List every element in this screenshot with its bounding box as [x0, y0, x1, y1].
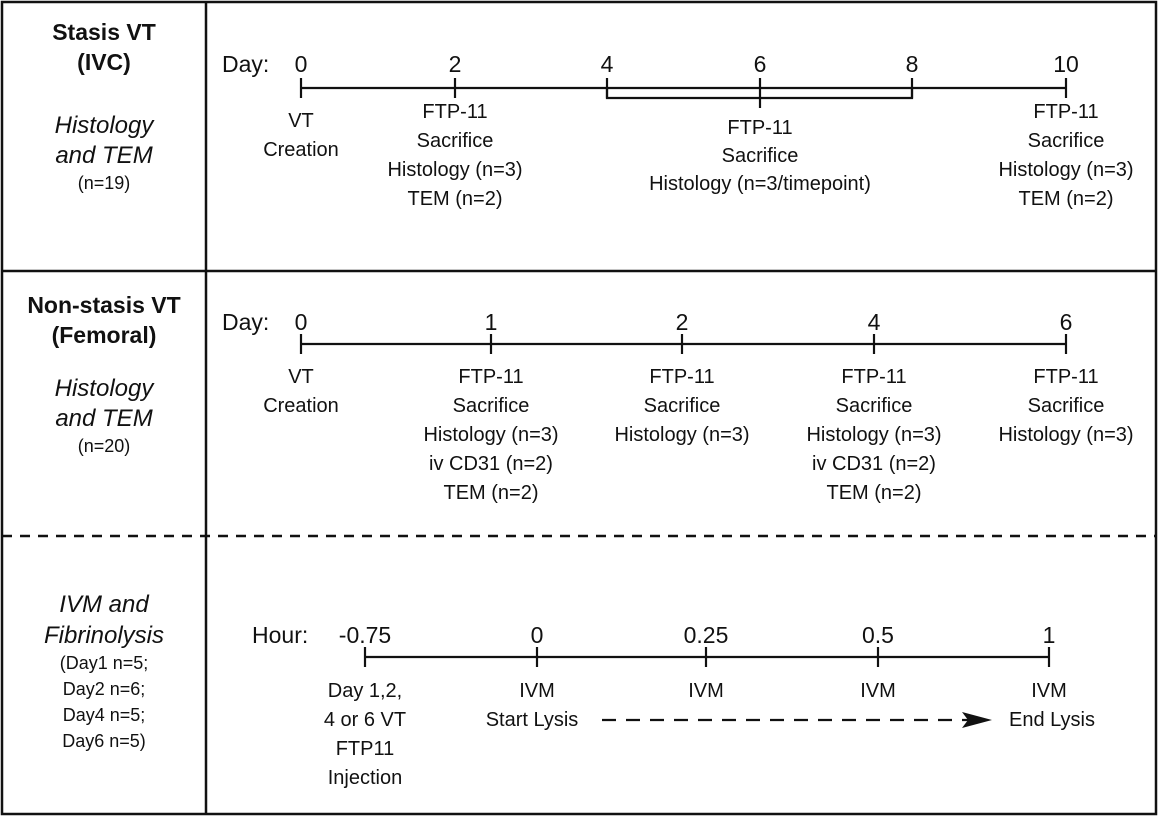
nonstasis-timeline: Day: 0 1 2 4 6 VT Creation FTP-11 Sacrif… — [222, 309, 1134, 504]
ivm-n-line-4: Day6 n=5) — [62, 731, 146, 751]
ivm-tick-label-0: 0 — [531, 622, 544, 648]
nonstasis-d4-line-1: FTP-11 — [841, 366, 906, 388]
ivm-n-line-1: (Day1 n=5; — [60, 653, 149, 673]
ivm-h075-line-2: 4 or 6 VT — [324, 709, 406, 731]
nonstasis-d6-line-2: Sacrifice — [1028, 395, 1105, 417]
stasis-d10-line-3: Histology (n=3) — [998, 159, 1133, 181]
stasis-d10-line-2: Sacrifice — [1028, 130, 1105, 152]
ivm-n-line-3: Day4 n=5; — [63, 705, 146, 725]
lysis-arrow-head-icon — [962, 712, 992, 728]
ivm-h025-line-1: IVM — [688, 680, 724, 702]
nonstasis-tick-label-6: 6 — [1060, 309, 1073, 335]
ivm-title-line-1: IVM and — [59, 591, 149, 618]
stasis-title-line-1: Stasis VT — [52, 19, 156, 45]
nonstasis-d4-line-2: Sacrifice — [836, 395, 913, 417]
nonstasis-title-line-1: Non-stasis VT — [27, 292, 180, 318]
stasis-tick-label-2: 2 — [449, 51, 462, 77]
ivm-h075-line-3: FTP11 — [336, 738, 395, 760]
ivm-timeline: Hour: -0.75 0 0.25 0.5 1 Day 1,2, 4 or 6… — [252, 622, 1095, 789]
stasis-title-line-2: (IVC) — [77, 49, 131, 75]
nonstasis-row-label: Non-stasis VT (Femoral) Histology and TE… — [27, 292, 180, 456]
nonstasis-d1-line-1: FTP-11 — [458, 366, 523, 388]
nonstasis-tick-label-1: 1 — [485, 309, 498, 335]
stasis-subtitle-line-2: and TEM — [55, 142, 152, 169]
nonstasis-d6-line-1: FTP-11 — [1033, 366, 1098, 388]
ivm-tick-label-05: 0.5 — [862, 622, 894, 648]
nonstasis-subtitle-line-1: Histology — [55, 375, 156, 402]
ivm-h1-line-2: End Lysis — [1009, 709, 1095, 731]
stasis-d4-8-line-3: Histology (n=3/timepoint) — [649, 173, 871, 195]
stasis-tick-label-0: 0 — [295, 51, 308, 77]
ivm-axis-label: Hour: — [252, 622, 308, 648]
nonstasis-d2-line-2: Sacrifice — [644, 395, 721, 417]
nonstasis-d4-line-4: iv CD31 (n=2) — [812, 453, 936, 475]
ivm-h075-line-4: Injection — [328, 767, 403, 789]
ivm-n-line-2: Day2 n=6; — [63, 679, 146, 699]
stasis-tick-label-10: 10 — [1053, 51, 1079, 77]
stasis-tick-label-6: 6 — [754, 51, 767, 77]
nonstasis-tick-label-4: 4 — [868, 309, 881, 335]
nonstasis-d1-line-4: iv CD31 (n=2) — [429, 453, 553, 475]
nonstasis-d1-line-3: Histology (n=3) — [423, 424, 558, 446]
stasis-d10-line-4: TEM (n=2) — [1018, 188, 1113, 210]
stasis-subtitle-line-1: Histology — [55, 112, 156, 139]
nonstasis-d6-line-3: Histology (n=3) — [998, 424, 1133, 446]
nonstasis-d1-line-5: TEM (n=2) — [443, 482, 538, 504]
stasis-tick-label-8: 8 — [906, 51, 919, 77]
nonstasis-d4-line-3: Histology (n=3) — [806, 424, 941, 446]
stasis-d4-8-line-1: FTP-11 — [727, 117, 792, 139]
stasis-axis-label: Day: — [222, 51, 269, 77]
ivm-title-line-2: Fibrinolysis — [44, 622, 164, 649]
stasis-n: (n=19) — [78, 173, 131, 193]
stasis-tick-label-4: 4 — [601, 51, 614, 77]
stasis-d0-line-1: VT — [288, 110, 314, 132]
stasis-d2-line-3: Histology (n=3) — [387, 159, 522, 181]
stasis-timeline: Day: 0 2 4 6 8 10 VT Creation FTP-11 Sac… — [222, 51, 1134, 210]
stasis-d10-line-1: FTP-11 — [1033, 101, 1098, 123]
ivm-h0-line-1: IVM — [519, 680, 555, 702]
ivm-tick-label-1: 1 — [1043, 622, 1056, 648]
stasis-d2-line-4: TEM (n=2) — [407, 188, 502, 210]
nonstasis-tick-label-0: 0 — [295, 309, 308, 335]
ivm-h05-line-1: IVM — [860, 680, 896, 702]
ivm-h0-line-2: Start Lysis — [486, 709, 579, 731]
ivm-h1-line-1: IVM — [1031, 680, 1067, 702]
nonstasis-n: (n=20) — [78, 436, 131, 456]
ivm-tick-label-neg075: -0.75 — [339, 622, 391, 648]
nonstasis-tick-label-2: 2 — [676, 309, 689, 335]
nonstasis-d1-line-2: Sacrifice — [453, 395, 530, 417]
nonstasis-axis-label: Day: — [222, 309, 269, 335]
nonstasis-title-line-2: (Femoral) — [52, 322, 157, 348]
stasis-row-label: Stasis VT (IVC) Histology and TEM (n=19) — [52, 19, 156, 193]
ivm-h075-line-1: Day 1,2, — [328, 680, 402, 702]
stasis-d4-8-line-2: Sacrifice — [722, 145, 799, 167]
ivm-row-label: IVM and Fibrinolysis (Day1 n=5; Day2 n=6… — [44, 591, 164, 751]
nonstasis-d0-line-1: VT — [288, 366, 314, 388]
nonstasis-d2-line-1: FTP-11 — [649, 366, 714, 388]
nonstasis-subtitle-line-2: and TEM — [55, 405, 152, 432]
stasis-d2-line-1: FTP-11 — [422, 101, 487, 123]
nonstasis-d2-line-3: Histology (n=3) — [614, 424, 749, 446]
nonstasis-d4-line-5: TEM (n=2) — [826, 482, 921, 504]
stasis-d2-line-2: Sacrifice — [417, 130, 494, 152]
ivm-tick-label-025: 0.25 — [684, 622, 729, 648]
stasis-d0-line-2: Creation — [263, 139, 339, 161]
nonstasis-d0-line-2: Creation — [263, 395, 339, 417]
